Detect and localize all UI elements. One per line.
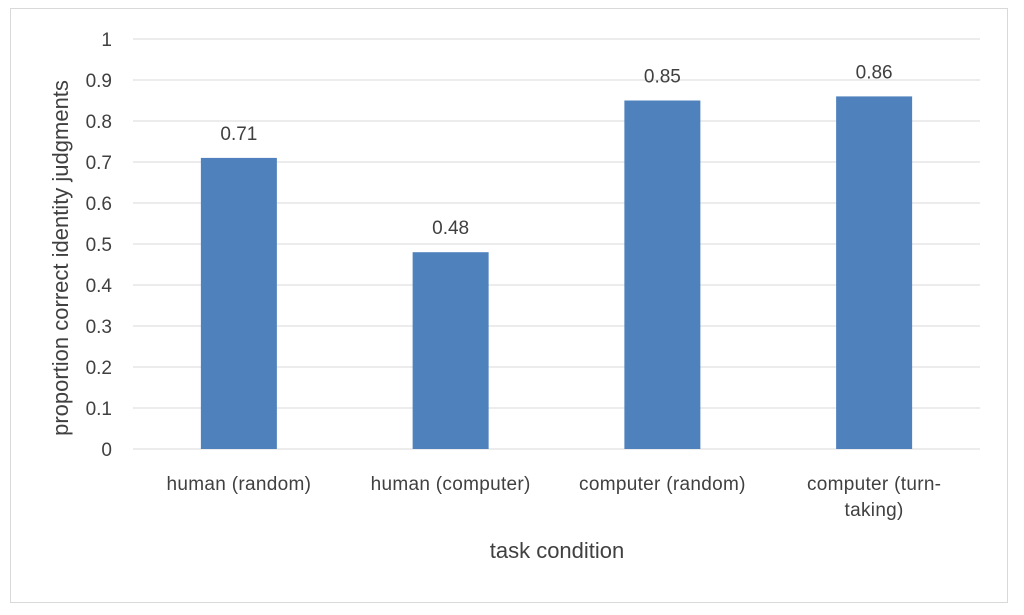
bars xyxy=(200,96,913,450)
y-axis-title: proportion correct identity judgments xyxy=(48,80,73,436)
y-tick-label: 1 xyxy=(101,30,112,51)
x-tick-label: human (random) xyxy=(167,474,312,495)
x-axis-categories: human (random) human (computer) computer (… xyxy=(167,474,941,521)
data-label: 0.86 xyxy=(856,62,893,83)
data-label: 0.85 xyxy=(644,67,681,88)
y-axis-ticks: 0 0.1 0.2 0.3 0.4 0.5 0.6 0.7 0.8 0.9 1 xyxy=(86,30,113,461)
y-tick-label: 0.4 xyxy=(86,276,113,297)
y-tick-label: 0.7 xyxy=(86,153,112,174)
x-tick-label: computer (random) xyxy=(579,474,746,495)
y-tick-label: 0.3 xyxy=(86,317,112,338)
x-axis-title: task condition xyxy=(490,538,625,563)
bar xyxy=(200,157,277,449)
bar xyxy=(836,96,913,450)
x-tick-label: human (computer) xyxy=(371,474,531,495)
y-tick-label: 0.9 xyxy=(86,71,112,92)
y-tick-label: 0.6 xyxy=(86,194,112,215)
x-tick-label: taking) xyxy=(845,500,904,521)
bar xyxy=(412,252,489,449)
y-tick-label: 0.5 xyxy=(86,235,112,256)
y-tick-label: 0.1 xyxy=(86,399,112,420)
data-label: 0.71 xyxy=(220,124,257,145)
y-tick-label: 0.8 xyxy=(86,112,112,133)
data-labels: 0.71 0.48 0.85 0.86 xyxy=(220,62,892,239)
y-tick-label: 0.2 xyxy=(86,358,112,379)
bar xyxy=(624,100,701,449)
data-label: 0.48 xyxy=(432,218,469,239)
y-tick-label: 0 xyxy=(101,440,112,461)
x-tick-label: computer (turn- xyxy=(807,474,941,495)
